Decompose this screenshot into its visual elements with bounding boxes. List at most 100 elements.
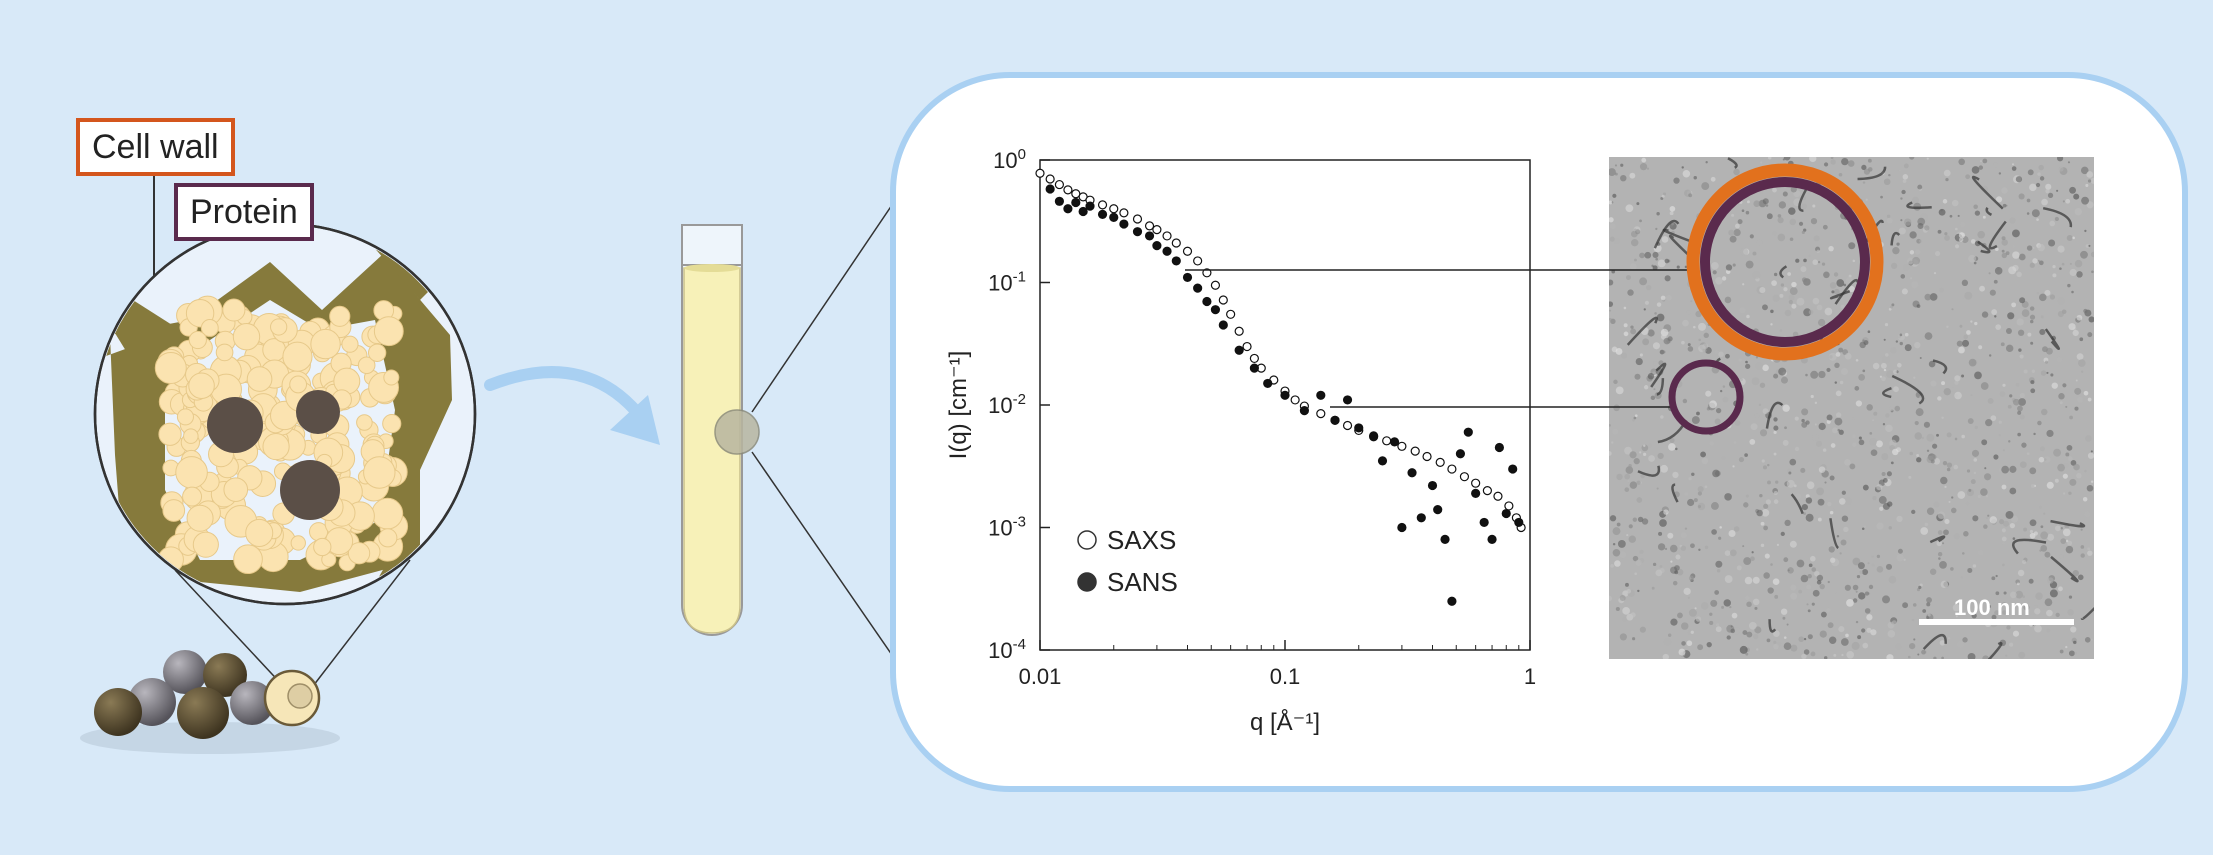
tem-speckle	[1634, 414, 1638, 418]
tem-speckle	[2009, 642, 2014, 647]
tem-speckle	[1909, 277, 1913, 280]
tem-speckle	[1664, 547, 1668, 550]
tem-speckle	[2081, 370, 2084, 373]
tem-speckle	[1852, 442, 1857, 448]
saxs-point	[1171, 238, 1181, 248]
saxs-point	[1035, 168, 1045, 178]
tem-speckle	[1745, 260, 1754, 269]
tem-speckle	[1991, 614, 1997, 620]
tem-speckle	[1970, 320, 1973, 323]
starch-granule	[215, 343, 234, 362]
tem-speckle	[1852, 417, 1855, 420]
tem-speckle	[1917, 223, 1924, 229]
tem-speckle	[1960, 576, 1963, 579]
tem-speckle	[1742, 283, 1745, 286]
tem-speckle	[1916, 304, 1921, 308]
tem-speckle	[1709, 612, 1713, 616]
tem-speckle	[1681, 622, 1689, 630]
tem-speckle	[1951, 308, 1954, 311]
starch-granule	[329, 305, 351, 327]
tem-speckle	[1932, 443, 1938, 449]
tem-speckle	[2012, 229, 2020, 238]
zoom-line	[174, 569, 286, 689]
sans-point	[1471, 488, 1481, 498]
tem-speckle	[1613, 238, 1620, 245]
tem-speckle	[1855, 400, 1863, 407]
tem-speckle	[1801, 418, 1805, 423]
tem-speckle	[1608, 424, 1611, 427]
tem-speckle	[1834, 591, 1837, 594]
tem-speckle	[2007, 312, 2015, 320]
tem-speckle	[1715, 623, 1720, 627]
tem-speckle	[1614, 560, 1621, 567]
tem-speckle	[1861, 527, 1865, 531]
tem-speckle	[1803, 637, 1807, 641]
tem-speckle	[2035, 592, 2043, 600]
tem-speckle	[2069, 478, 2077, 486]
tem-speckle	[1607, 168, 1616, 177]
tem-speckle	[2056, 189, 2059, 192]
tem-speckle	[2033, 432, 2036, 436]
tem-speckle	[1777, 217, 1784, 224]
tem-speckle	[1978, 345, 1983, 350]
tem-speckle	[1885, 563, 1893, 570]
tem-speckle	[1833, 653, 1837, 657]
tem-speckle	[2023, 369, 2028, 374]
saxs-point	[1234, 326, 1244, 336]
tem-speckle	[2011, 302, 2017, 308]
tem-speckle	[1884, 322, 1889, 327]
tem-speckle	[1750, 423, 1758, 431]
tem-speckle	[2074, 387, 2082, 395]
tem-speckle	[1813, 235, 1820, 242]
tem-speckle	[2045, 183, 2052, 190]
tem-speckle	[1754, 606, 1758, 610]
tem-speckle	[1828, 546, 1835, 553]
tem-speckle	[1974, 210, 1981, 216]
tem-speckle	[1937, 511, 1946, 520]
tem-speckle	[2087, 179, 2092, 183]
tem-speckle	[2062, 528, 2071, 537]
tem-speckle	[2072, 236, 2075, 240]
tem-speckle	[1704, 485, 1708, 489]
tem-speckle	[1738, 358, 1742, 362]
tem-speckle	[2040, 531, 2049, 540]
tem-speckle	[1811, 434, 1819, 441]
tem-speckle	[1803, 308, 1812, 317]
tem-speckle	[1951, 496, 1954, 499]
tem-speckle	[1936, 540, 1942, 547]
tem-speckle	[1926, 597, 1932, 603]
tem-filament	[2042, 206, 2073, 228]
saxs-point	[1132, 214, 1143, 224]
tem-speckle	[1652, 342, 1661, 350]
tem-speckle	[1639, 163, 1648, 171]
tem-speckle	[2069, 415, 2073, 420]
tem-speckle	[1634, 572, 1637, 576]
tem-speckle	[1989, 516, 1997, 524]
tem-speckle	[1896, 362, 1902, 368]
tem-speckle	[2030, 388, 2036, 394]
tem-speckle	[1809, 650, 1812, 653]
tem-speckle	[1946, 325, 1949, 328]
tem-speckle	[1616, 473, 1623, 481]
tem-speckle	[1690, 543, 1695, 549]
tem-speckle	[1882, 477, 1888, 483]
tem-speckle	[1773, 630, 1780, 637]
tem-speckle	[2034, 624, 2042, 633]
tem-speckle	[1754, 413, 1760, 419]
tem-speckle	[1704, 545, 1709, 550]
tem-speckle	[1772, 578, 1780, 586]
tem-speckle	[2029, 183, 2037, 192]
sans-point	[1119, 219, 1129, 229]
tem-speckle	[1632, 517, 1638, 522]
tem-speckle	[1939, 287, 1944, 293]
tem-speckle	[2019, 461, 2027, 469]
tem-speckle	[1741, 209, 1745, 212]
tem-speckle	[1828, 245, 1834, 252]
tem-speckle	[1855, 358, 1859, 362]
tem-speckle	[1995, 247, 1999, 252]
saxs-point	[1447, 464, 1457, 474]
tem-speckle	[2039, 176, 2045, 181]
tem-speckle	[1885, 424, 1893, 433]
tem-speckle	[2006, 625, 2011, 630]
tem-speckle	[1941, 381, 1946, 386]
